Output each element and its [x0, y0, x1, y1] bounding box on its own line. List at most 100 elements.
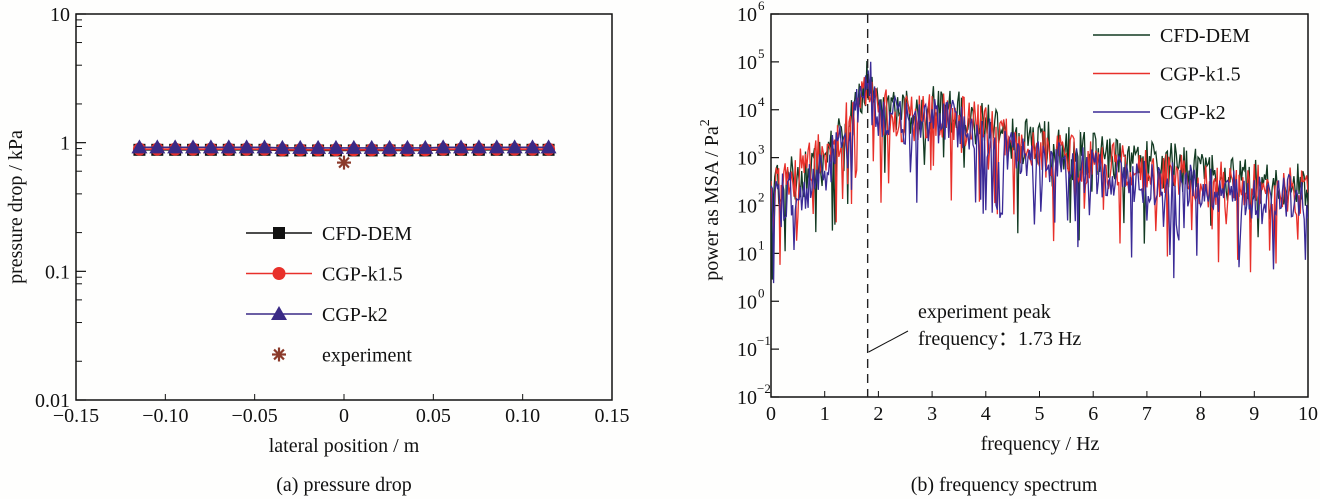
x-tick-label: 2 [873, 403, 883, 425]
data-point-triangle [540, 139, 557, 154]
x-tick-label: −0.15 [53, 405, 99, 427]
legend-label: CGP-k2 [1160, 102, 1226, 124]
data-point-triangle [345, 139, 362, 154]
series-cgp-k2 [131, 139, 557, 154]
y-axis-label-superscript: 2 [698, 119, 713, 126]
annotation-leader-line [868, 330, 909, 353]
y-tick-exponent: 0 [758, 285, 765, 300]
caption: (b) frequency spectrum [911, 474, 1098, 496]
y-tick-label: 0.01 [35, 390, 70, 412]
y-tick-label: 1 [60, 133, 70, 155]
x-tick-label: 3 [927, 403, 937, 425]
y-tick-exponent: 5 [758, 46, 765, 61]
legend-item: CFD-DEM [1093, 25, 1250, 47]
legend-label: CGP-k1.5 [322, 264, 403, 286]
x-tick-label: 0.15 [595, 405, 630, 427]
y-tick-exponent: 4 [758, 94, 765, 109]
y-tick-exponent: 1 [758, 237, 765, 252]
y-tick-label: 10 [737, 339, 757, 361]
annotation-line2: frequency：1.73 Hz [918, 328, 1081, 350]
data-point-triangle [470, 139, 487, 154]
data-point-triangle [506, 139, 523, 154]
legend-marker-square [273, 227, 285, 239]
legend: CFD-DEM CGP-k1.5 CGP-k2 experiment [246, 223, 412, 367]
asterisk-stroke [338, 156, 350, 169]
data-point-triangle [220, 139, 237, 154]
x-tick-label: 10 [1298, 403, 1318, 425]
series-line [139, 148, 549, 151]
legend-marker-circle [272, 267, 286, 280]
y-axis-ticks: 0.01 0.1 1 10 [35, 4, 86, 412]
data-point-triangle [327, 139, 344, 154]
data-point-triangle [274, 139, 291, 154]
x-axis-ticks: −0.15 −0.10 −0.05 0 0.05 0.10 0.15 [53, 394, 630, 427]
legend-label: experiment [322, 345, 412, 367]
x-tick-label: 0.05 [416, 405, 451, 427]
legend-label: CGP-k2 [322, 304, 388, 326]
annotation-line1: experiment peak [918, 301, 1051, 323]
data-point-triangle [435, 139, 452, 154]
data-point-triangle [149, 139, 166, 154]
legend-label: CGP-k1.5 [1160, 64, 1241, 86]
data-point-triangle [524, 139, 541, 154]
data-point-triangle [453, 139, 470, 154]
data-point-triangle [292, 139, 309, 154]
y-tick-exponent: 3 [758, 142, 765, 157]
y-tick-label: 10 [737, 148, 757, 170]
legend-label: CFD-DEM [322, 223, 412, 245]
spectrum-line-cgp-k2 [771, 61, 1308, 284]
data-point-triangle [131, 139, 148, 154]
y-tick-exponent: 2 [758, 190, 765, 205]
x-tick-label: 4 [981, 403, 991, 425]
data-point-triangle [363, 139, 380, 154]
legend: CFD-DEM CGP-k1.5 CGP-k2 [1080, 22, 1290, 132]
legend-marker-triangle [271, 306, 287, 320]
x-axis-ticks: 0 1 2 3 4 5 6 7 8 9 10 [766, 391, 1318, 425]
legend-label: CFD-DEM [1160, 25, 1250, 47]
series-experiment [337, 155, 351, 170]
y-tick-label: 10 [737, 291, 757, 313]
x-tick-label: 9 [1249, 403, 1259, 425]
spectrum-line-cfd-dem [771, 60, 1308, 280]
legend-item: CFD-DEM [246, 223, 412, 245]
series-line [139, 146, 549, 149]
x-tick-label: 6 [1088, 403, 1098, 425]
y-tick-label: 10 [50, 4, 70, 26]
data-point-triangle [256, 139, 273, 154]
y-tick-exponent: −1 [757, 333, 771, 348]
data-point-triangle [381, 139, 398, 154]
y-tick-label: 10 [737, 387, 757, 409]
x-tick-label: 0 [339, 405, 349, 427]
x-tick-label: 5 [1035, 403, 1045, 425]
y-axis-label: pressure drop / kPa [5, 130, 27, 284]
plot-series [771, 60, 1308, 284]
y-tick-label: 10 [737, 4, 757, 26]
data-point-triangle [202, 139, 219, 154]
data-point-triangle [488, 139, 505, 154]
annotation: experiment peak frequency：1.73 Hz [866, 14, 1081, 397]
asterisk-stroke [273, 348, 285, 361]
y-axis-label-text: power as MSA / Pa [701, 126, 723, 281]
data-point-triangle [399, 139, 416, 154]
caption: (a) pressure drop [276, 474, 412, 496]
data-point-triangle [417, 139, 434, 154]
y-tick-label: 10 [737, 100, 757, 122]
legend-item: CGP-k1.5 [1093, 64, 1241, 86]
x-tick-label: 1 [820, 403, 830, 425]
y-tick-label: 10 [737, 52, 757, 74]
plot-frame [75, 13, 613, 401]
data-point-asterisk [337, 155, 351, 170]
x-tick-label: 0 [766, 403, 776, 425]
x-tick-label: 7 [1142, 403, 1152, 425]
legend-item: CGP-k2 [246, 304, 388, 326]
x-axis-label: lateral position / m [269, 435, 420, 457]
x-tick-label: 8 [1196, 403, 1206, 425]
data-point-triangle [185, 139, 202, 154]
legend-marker-asterisk [272, 347, 286, 362]
y-tick-label: 10 [737, 243, 757, 265]
data-point-triangle [310, 139, 327, 154]
